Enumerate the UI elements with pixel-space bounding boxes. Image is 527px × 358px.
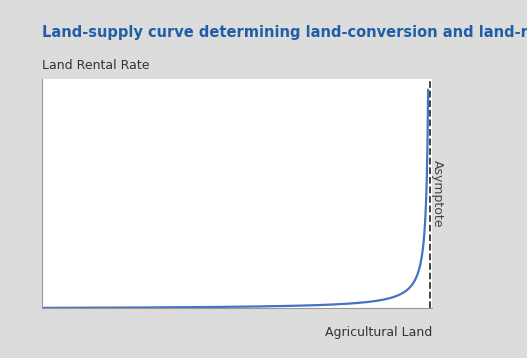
Text: Asymptote: Asymptote (431, 160, 444, 227)
Text: Land Rental Rate: Land Rental Rate (42, 59, 150, 72)
Text: Land-supply curve determining land-conversion and land-rental rate: Land-supply curve determining land-conve… (42, 25, 527, 40)
Text: Agricultural Land: Agricultural Land (325, 326, 432, 339)
